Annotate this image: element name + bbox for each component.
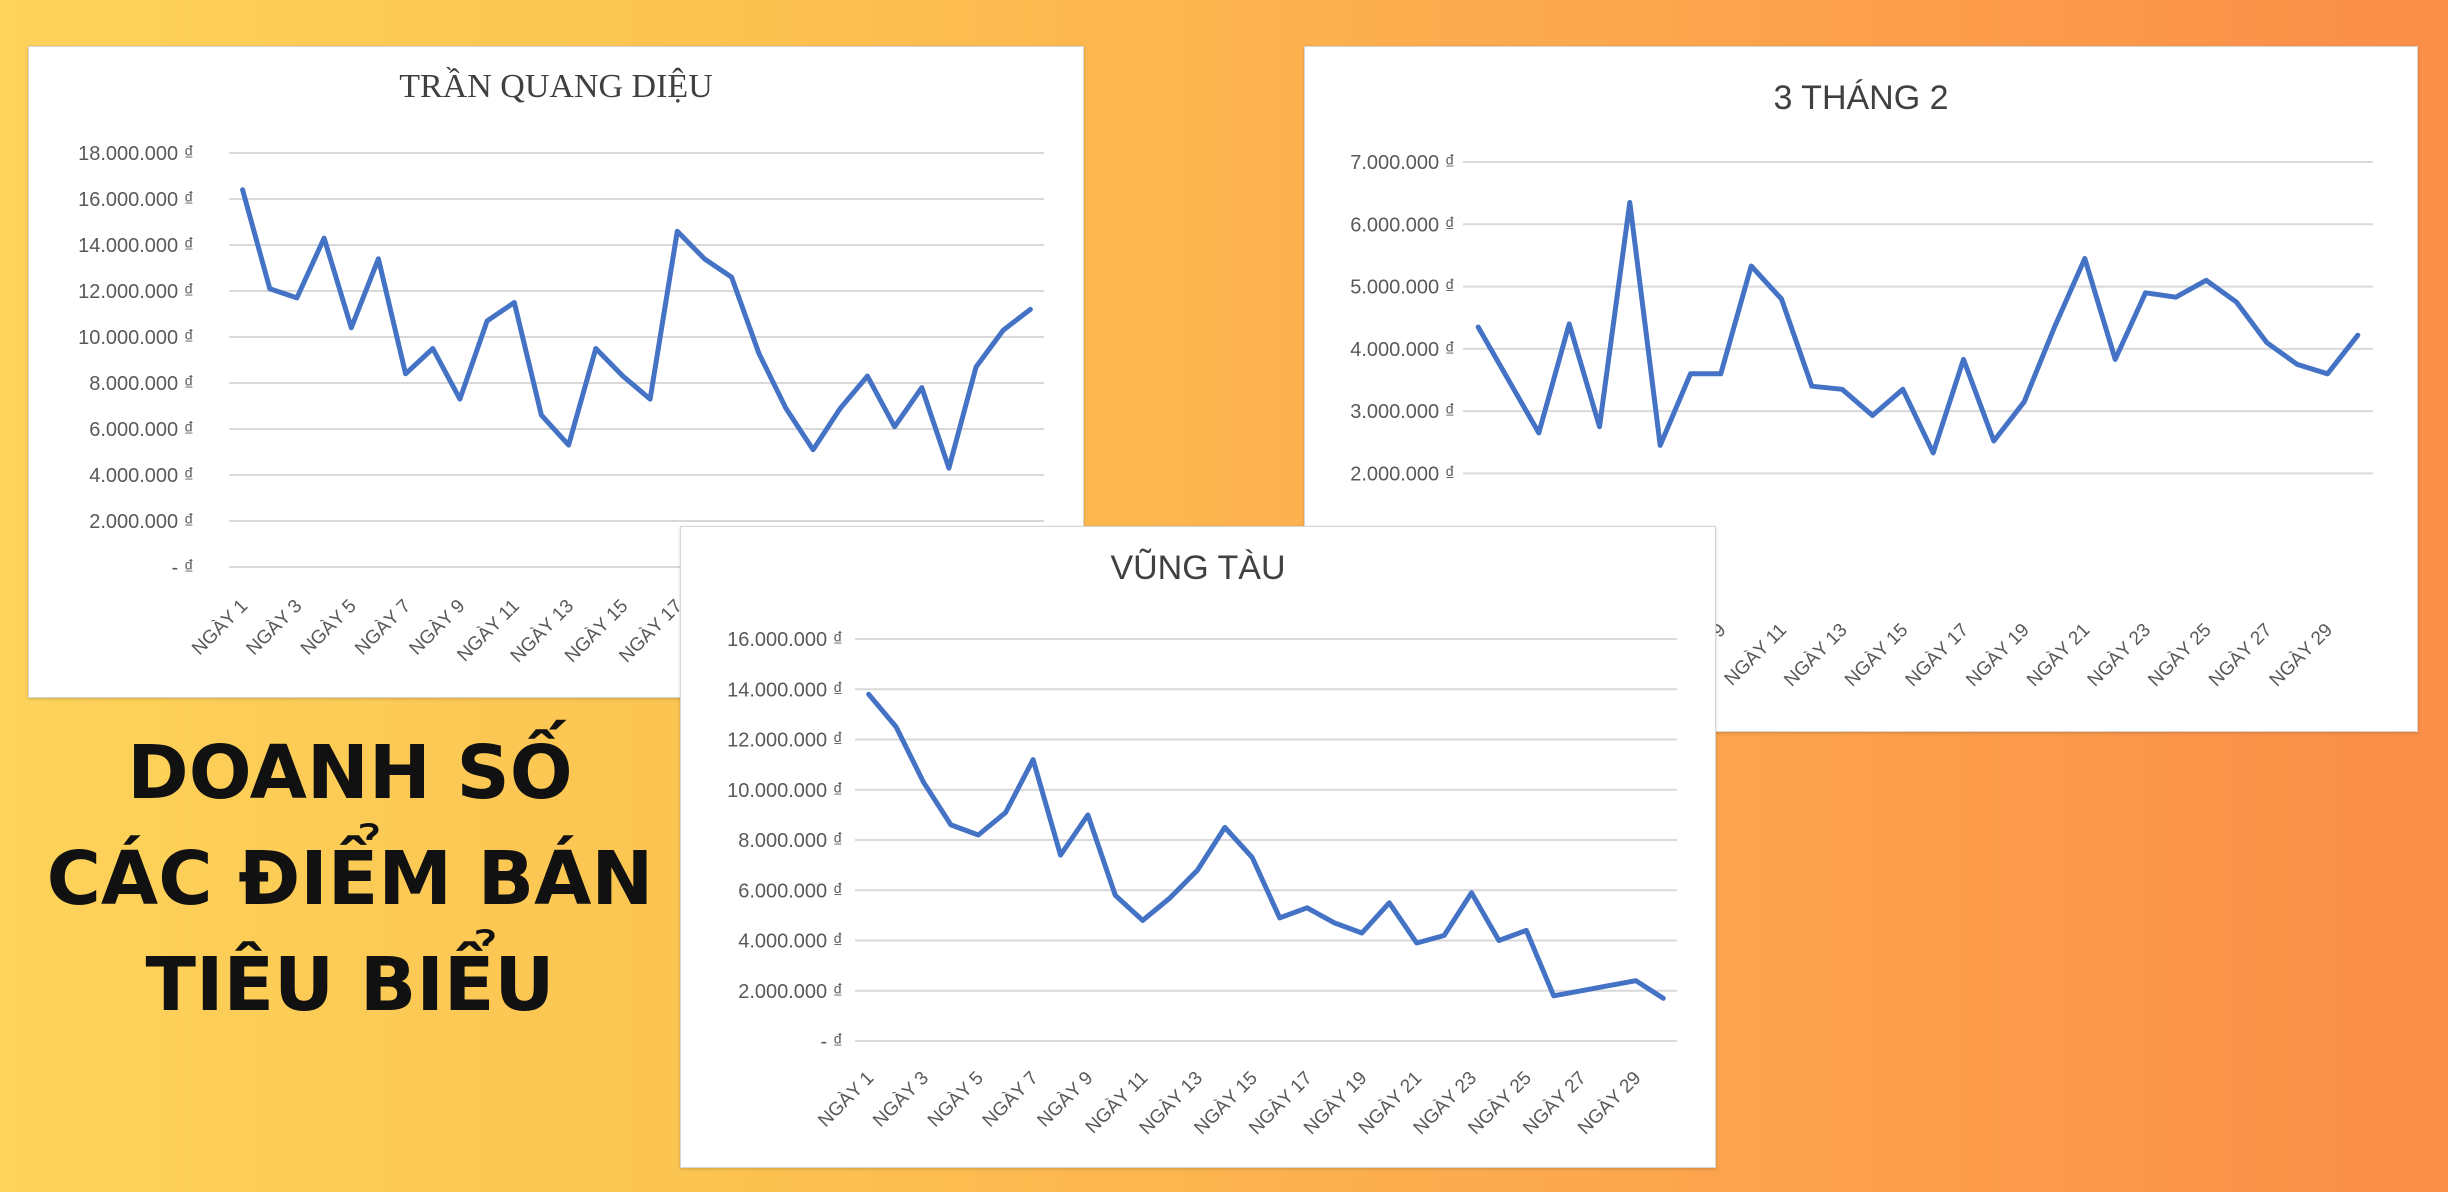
y-tick-label: 4.000.000 ₫: [738, 931, 843, 953]
chart-svg: VŨNG TÀU - ₫ 2.000.000 ₫ 4.000.000 ₫ 6.000.0…: [727, 549, 1677, 1139]
chart-svg: TRẦN QUANG DIỆU - ₫ 2.000.000 ₫ 4.000.000 ₫…: [78, 67, 1044, 667]
y-tick-label: 8.000.000 ₫: [89, 373, 194, 395]
y-tick-label: 12.000.000 ₫: [78, 281, 194, 303]
y-tick-label: 2.000.000 ₫: [89, 511, 194, 533]
chart-title: TRẦN QUANG DIỆU: [399, 67, 713, 105]
chart-title: VŨNG TÀU: [1110, 549, 1285, 587]
y-tick-label: 7.000.000 ₫: [1350, 152, 1455, 174]
chart-tran-quang-dieu: TRẦN QUANG DIỆU - ₫ 2.000.000 ₫ 4.000.000 ₫…: [28, 46, 1084, 698]
x-tick-label: NGÀY 27: [2205, 620, 2276, 691]
x-tick-label: NGÀY 5: [297, 596, 361, 660]
y-tick-label: - ₫: [821, 1031, 843, 1053]
x-tick-label: NGÀY 21: [2023, 620, 2094, 691]
x-tick-label: NGÀY 11: [1721, 620, 1791, 690]
y-tick-label: 10.000.000 ₫: [78, 327, 194, 349]
y-tick-label: 6.000.000 ₫: [1350, 214, 1455, 236]
x-tick-label: NGÀY 25: [2144, 620, 2215, 691]
x-tick-label: NGÀY 1: [814, 1068, 878, 1132]
headline: DOANH SỐ CÁC ĐIỂM BÁN TIÊU BIỂU: [10, 720, 690, 1038]
x-tick-label: NGÀY 1: [188, 596, 252, 660]
x-tick-label: NGÀY 7: [979, 1068, 1043, 1132]
x-tick-label: NGÀY 13: [1780, 620, 1851, 691]
series-line: [866, 691, 1666, 1001]
y-tick-label: 6.000.000 ₫: [738, 880, 843, 902]
y-tick-label: 16.000.000 ₫: [727, 629, 843, 651]
x-tick-label: NGÀY 7: [351, 596, 415, 660]
y-tick-label: 18.000.000 ₫: [78, 143, 194, 165]
x-tick-label: NGÀY 5: [924, 1068, 988, 1132]
x-tick-label: NGÀY 17: [1902, 620, 1973, 691]
headline-line-1: DOANH SỐ: [127, 730, 573, 816]
y-tick-label: 8.000.000 ₫: [738, 830, 843, 852]
series-line: [1475, 200, 2361, 456]
y-tick-label: 4.000.000 ₫: [1350, 339, 1455, 361]
x-tick-label: NGÀY 23: [2084, 620, 2155, 691]
y-tick-label: 6.000.000 ₫: [89, 419, 194, 441]
x-tick-label: NGÀY 15: [1841, 620, 1912, 691]
y-tick-label: 3.000.000 ₫: [1350, 401, 1455, 423]
y-tick-label: 14.000.000 ₫: [727, 679, 843, 701]
y-tick-label: 10.000.000 ₫: [727, 780, 843, 802]
x-tick-label: NGÀY 3: [243, 596, 307, 660]
y-tick-label: 12.000.000 ₫: [727, 730, 843, 752]
x-tick-label: NGÀY 29: [2266, 620, 2337, 691]
y-tick-label: 2.000.000 ₫: [1350, 463, 1455, 485]
y-tick-label: 2.000.000 ₫: [738, 981, 843, 1003]
y-tick-label: 4.000.000 ₫: [89, 465, 194, 487]
x-tick-label: NGÀY 3: [869, 1068, 933, 1132]
y-tick-label: 14.000.000 ₫: [78, 235, 194, 257]
y-tick-label: 16.000.000 ₫: [78, 189, 194, 211]
headline-line-2: CÁC ĐIỂM BÁN: [46, 836, 654, 922]
series-line: [240, 187, 1033, 471]
chart-vung-tau: VŨNG TÀU - ₫ 2.000.000 ₫ 4.000.000 ₫ 6.000.0…: [680, 526, 1716, 1168]
y-tick-label: - ₫: [172, 557, 194, 579]
x-tick-label: NGÀY 19: [1962, 620, 2033, 691]
y-tick-label: 5.000.000 ₫: [1350, 277, 1455, 299]
chart-title: 3 THÁNG 2: [1773, 79, 1948, 117]
headline-line-3: TIÊU BIỂU: [145, 942, 555, 1028]
